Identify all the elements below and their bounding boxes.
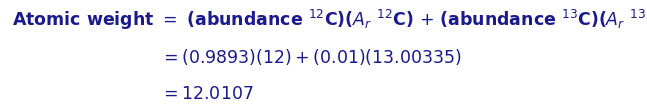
Text: Atomic weight $=$ (abundance $^{12}$C)($A_r$ $^{12}$C) $+$ (abundance $^{13}$C)(: Atomic weight $=$ (abundance $^{12}$C)($… xyxy=(12,8,647,32)
Text: $= 12.0107$: $= 12.0107$ xyxy=(160,85,254,103)
Text: $= (0.9893)(12) + (0.01)(13.00335)$: $= (0.9893)(12) + (0.01)(13.00335)$ xyxy=(160,47,462,67)
